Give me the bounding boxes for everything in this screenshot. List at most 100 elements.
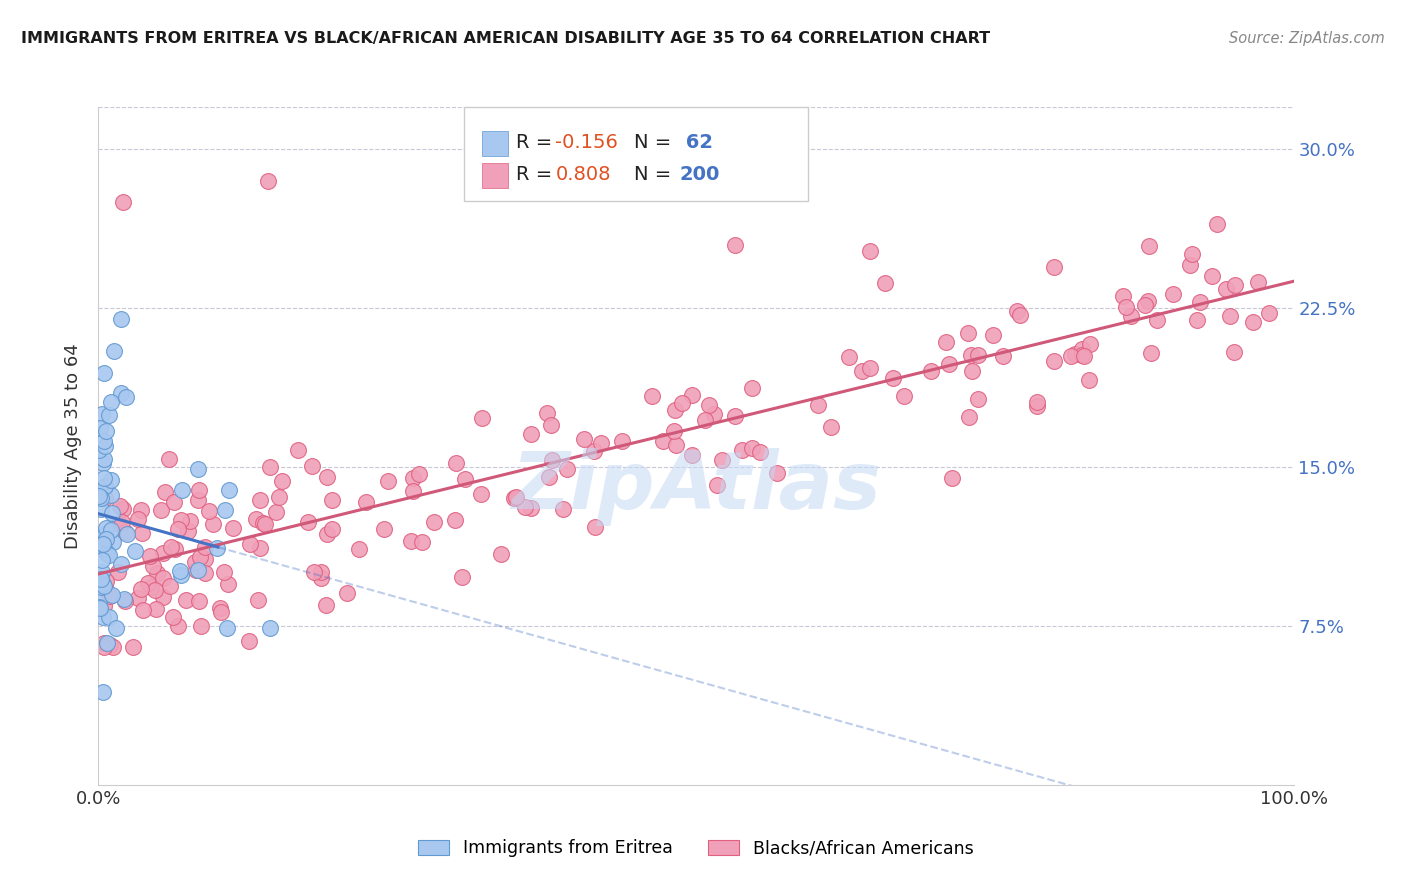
Point (176, 524, 198, 539)
Point (882, 371, 904, 385)
Point (152, 590, 174, 604)
Point (114, 390, 136, 404)
Point (1178, 258, 1201, 272)
Point (98, 548, 121, 562)
Point (239, 537, 262, 551)
Point (145, 602, 167, 616)
Point (301, 459, 323, 474)
Point (723, 237, 745, 252)
Point (138, 576, 160, 591)
Point (217, 577, 239, 591)
Point (159, 579, 181, 593)
Point (981, 328, 1004, 343)
Point (98, 589, 121, 603)
Point (316, 526, 339, 541)
Point (110, 312, 132, 326)
Point (93, 451, 115, 466)
Point (152, 546, 174, 560)
Point (1133, 298, 1156, 312)
Point (107, 517, 129, 532)
Point (264, 505, 287, 519)
Point (214, 566, 236, 580)
Point (167, 618, 190, 632)
Text: 0.808: 0.808 (555, 165, 610, 184)
Point (183, 555, 205, 569)
Point (1201, 269, 1223, 284)
Point (1225, 277, 1247, 292)
Point (91, 537, 114, 551)
Point (222, 521, 245, 535)
Point (443, 513, 465, 527)
Point (591, 436, 613, 450)
Point (100, 488, 122, 502)
Point (112, 592, 135, 607)
Point (114, 524, 136, 539)
Point (89, 489, 111, 503)
Point (96, 583, 118, 598)
Point (1025, 399, 1047, 413)
Point (838, 351, 860, 365)
Point (693, 412, 716, 426)
Point (938, 357, 960, 371)
Point (1026, 395, 1049, 409)
Point (1111, 288, 1133, 302)
Point (256, 174, 278, 188)
Point (956, 326, 979, 341)
Point (1078, 336, 1101, 351)
Point (91, 610, 114, 624)
Point (873, 276, 896, 290)
Point (671, 396, 693, 410)
Point (336, 586, 359, 600)
Text: ZipAtlas: ZipAtlas (510, 448, 882, 525)
Point (100, 588, 122, 602)
Point (142, 559, 165, 574)
Point (218, 483, 240, 498)
Point (94, 521, 117, 535)
Point (90, 572, 112, 586)
Point (470, 487, 492, 501)
Point (612, 434, 634, 449)
Point (1247, 275, 1270, 289)
Point (100, 473, 122, 487)
Point (107, 566, 129, 580)
Text: R =: R = (516, 133, 558, 152)
Point (131, 525, 153, 540)
Point (537, 470, 560, 484)
Point (454, 472, 477, 486)
Point (93, 640, 115, 655)
Point (103, 343, 125, 358)
Point (162, 609, 184, 624)
Point (100, 395, 122, 409)
Point (1139, 346, 1161, 360)
Point (820, 419, 842, 434)
Point (311, 571, 333, 585)
Point (967, 348, 990, 362)
Point (1043, 354, 1066, 368)
Point (724, 409, 747, 423)
Point (1007, 303, 1029, 318)
Point (373, 522, 395, 536)
Point (402, 484, 425, 499)
Point (540, 417, 562, 432)
Point (967, 392, 990, 407)
Point (1064, 347, 1087, 361)
Point (935, 335, 957, 350)
Point (98, 638, 121, 652)
Point (188, 550, 211, 565)
Text: 200: 200 (679, 165, 720, 184)
Point (572, 432, 595, 446)
Point (93, 542, 115, 557)
Point (89, 442, 111, 457)
Point (170, 483, 193, 497)
Point (1119, 309, 1142, 323)
Point (122, 640, 145, 655)
Point (110, 557, 132, 571)
Point (90, 502, 112, 516)
Point (513, 500, 536, 514)
Point (1071, 342, 1094, 356)
Point (127, 591, 149, 605)
Point (124, 544, 146, 558)
Point (93, 434, 115, 448)
Point (541, 453, 564, 467)
Point (741, 441, 763, 455)
